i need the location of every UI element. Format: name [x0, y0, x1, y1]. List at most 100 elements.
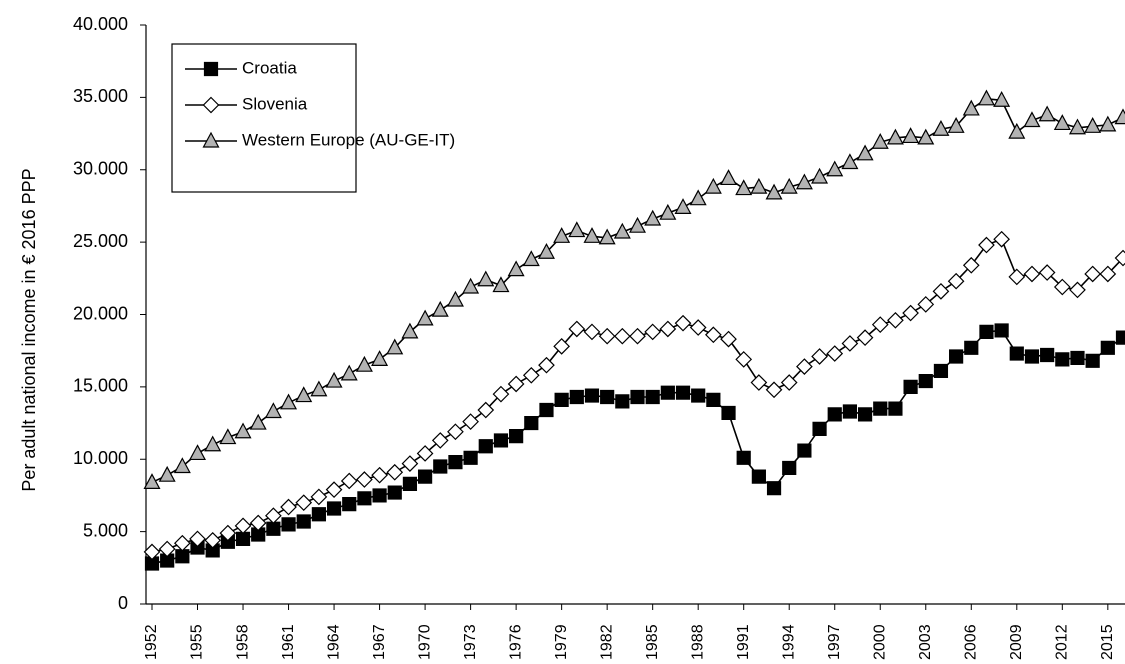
- data-point: [295, 494, 313, 512]
- x-tick-label: 2015: [1099, 624, 1116, 660]
- data-point: [629, 327, 646, 345]
- x-tick-label: 2003: [917, 624, 934, 660]
- data-point: [841, 153, 859, 170]
- data-point: [735, 179, 753, 196]
- data-point: [310, 488, 328, 506]
- data-point: [856, 144, 874, 161]
- data-point: [1070, 350, 1085, 366]
- data-point: [477, 401, 495, 419]
- data-point: [750, 177, 768, 194]
- legend-marker: [203, 61, 219, 77]
- legend-label: Croatia: [242, 58, 297, 77]
- data-point: [645, 389, 660, 405]
- data-point: [280, 393, 298, 410]
- data-point: [706, 392, 721, 408]
- data-point: [402, 476, 418, 491]
- x-tick-label: 1982: [598, 624, 615, 660]
- data-point: [721, 405, 736, 421]
- data-point: [613, 222, 631, 239]
- y-tick-label: 5.000: [83, 520, 128, 540]
- data-point: [797, 443, 812, 458]
- data-point: [433, 459, 448, 474]
- data-point: [811, 167, 829, 184]
- data-point: [583, 227, 601, 243]
- data-point: [736, 450, 751, 465]
- data-point: [613, 327, 631, 345]
- data-point: [583, 323, 601, 341]
- x-tick-label: 1967: [371, 624, 388, 660]
- data-point: [1053, 114, 1071, 131]
- data-point: [812, 421, 827, 436]
- data-point: [1068, 118, 1086, 135]
- data-point: [539, 402, 554, 418]
- x-tick-label: 1958: [234, 624, 251, 660]
- data-point: [509, 428, 524, 444]
- legend-label: Slovenia: [242, 94, 308, 113]
- data-point: [265, 507, 282, 525]
- data-point: [326, 501, 342, 516]
- data-point: [827, 407, 842, 422]
- data-point: [856, 329, 874, 347]
- data-point: [325, 481, 343, 498]
- x-tick-label: 1964: [325, 624, 342, 660]
- data-point: [493, 433, 509, 448]
- data-point: [993, 230, 1010, 248]
- data-point: [371, 466, 388, 484]
- data-point: [979, 324, 994, 339]
- y-tick-label: 10.000: [73, 448, 128, 468]
- data-point: [796, 358, 813, 375]
- data-point: [1084, 117, 1102, 133]
- x-tick-label: 1997: [826, 624, 843, 660]
- data-point: [175, 549, 190, 564]
- data-point: [932, 119, 950, 136]
- data-point: [235, 531, 251, 546]
- data-point: [841, 335, 859, 352]
- data-point: [356, 471, 373, 488]
- data-point: [507, 375, 525, 393]
- data-point: [782, 460, 797, 476]
- data-point: [584, 388, 600, 403]
- data-point: [902, 304, 919, 322]
- data-point: [659, 320, 677, 338]
- y-tick-label: 25.000: [73, 231, 128, 251]
- data-point: [689, 319, 707, 336]
- data-point: [1099, 115, 1117, 132]
- x-tick-label: 2000: [871, 624, 888, 660]
- data-point: [917, 296, 935, 313]
- data-point: [704, 177, 722, 194]
- data-point: [446, 290, 464, 307]
- data-point: [189, 530, 206, 548]
- data-point: [886, 128, 904, 145]
- data-point: [949, 349, 964, 364]
- data-point: [478, 439, 493, 454]
- data-point: [266, 521, 281, 536]
- data-point: [765, 183, 783, 200]
- data-point: [977, 89, 995, 106]
- data-point: [659, 203, 677, 220]
- data-point: [310, 380, 328, 397]
- y-tick-label: 20.000: [73, 303, 128, 323]
- data-point: [219, 428, 237, 445]
- data-point: [537, 242, 555, 259]
- data-point: [249, 514, 267, 532]
- data-point: [857, 407, 873, 422]
- data-point: [1084, 265, 1102, 283]
- data-point: [342, 497, 357, 512]
- data-point: [401, 322, 419, 339]
- data-point: [1040, 347, 1055, 363]
- data-point: [281, 517, 296, 532]
- data-point: [871, 132, 889, 149]
- y-tick-label: 35.000: [73, 86, 128, 106]
- data-point: [143, 543, 161, 561]
- data-point: [463, 450, 478, 465]
- data-point: [1085, 353, 1100, 368]
- legend-marker: [202, 131, 220, 148]
- data-point: [386, 338, 404, 355]
- data-point: [538, 356, 555, 374]
- data-point: [962, 256, 980, 274]
- data-point: [296, 514, 311, 529]
- data-point: [917, 128, 935, 145]
- data-point: [1115, 330, 1125, 345]
